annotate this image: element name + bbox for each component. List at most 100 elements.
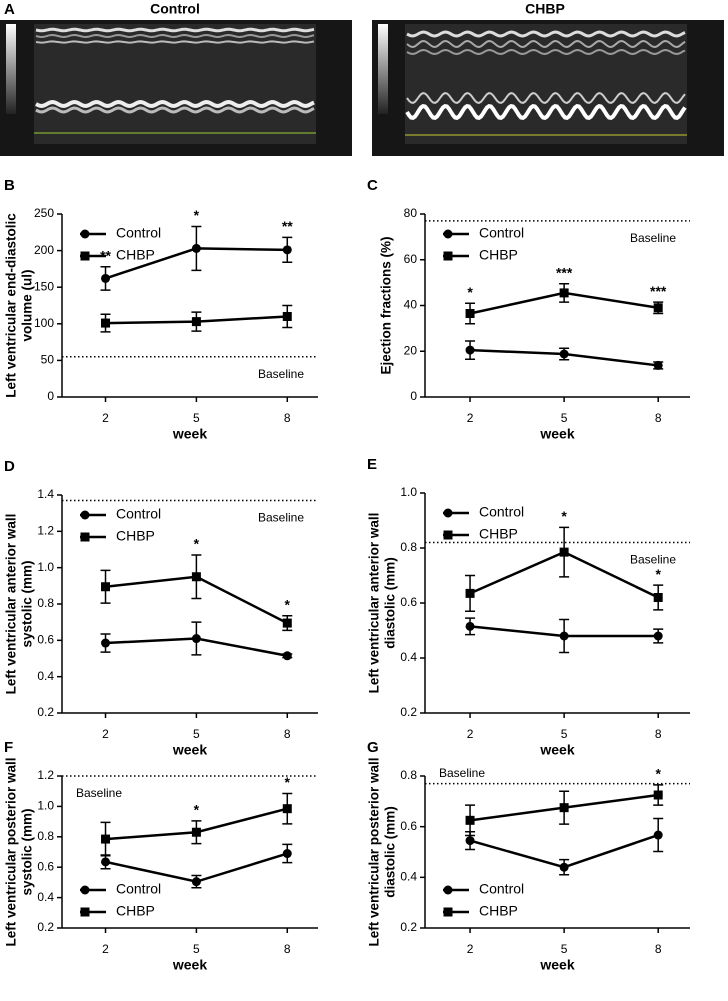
data-point xyxy=(465,621,475,631)
y-axis-label: Ejection fractions (%) xyxy=(379,236,394,374)
y-tick-label: 1.0 xyxy=(400,485,417,499)
y-axis-label: diastolic (mm) xyxy=(383,806,398,898)
data-point xyxy=(443,907,453,917)
y-tick-label: 80 xyxy=(404,206,418,220)
chart-panel: C Ejection fractions (%) 0 20 40 60 80 2 5 8 week B… xyxy=(367,177,690,442)
x-tick-label: 5 xyxy=(561,942,568,956)
x-tick-label: 5 xyxy=(561,727,568,741)
significance-label: ** xyxy=(282,218,293,234)
baseline-label: Baseline xyxy=(630,553,676,567)
data-point xyxy=(191,572,201,582)
echo-trace xyxy=(35,27,315,33)
x-tick-label: 2 xyxy=(467,411,474,425)
baseline-label: Baseline xyxy=(439,766,485,780)
panel-label: D xyxy=(4,458,15,475)
x-tick-label: 2 xyxy=(467,727,474,741)
data-point xyxy=(101,273,111,283)
legend-label: Control xyxy=(479,225,524,241)
y-tick-label: 20 xyxy=(404,343,418,357)
significance-label: * xyxy=(194,536,200,552)
data-point xyxy=(191,827,201,837)
y-tick-label: 0 xyxy=(410,389,417,403)
x-tick-label: 8 xyxy=(655,942,662,956)
x-tick-label: 5 xyxy=(193,411,200,425)
x-tick-label: 5 xyxy=(561,411,568,425)
x-axis-label: week xyxy=(172,957,207,973)
echo-image xyxy=(372,20,724,156)
data-point xyxy=(443,885,453,895)
echo-traces xyxy=(35,27,687,121)
data-point xyxy=(80,510,90,520)
echo-trace xyxy=(406,30,686,38)
significance-label: * xyxy=(194,802,200,818)
data-point xyxy=(101,857,111,867)
y-tick-label: 40 xyxy=(404,298,418,312)
y-tick-label: 0.4 xyxy=(400,870,417,884)
data-point xyxy=(653,790,663,800)
x-tick-label: 2 xyxy=(102,411,109,425)
y-tick-label: 0.8 xyxy=(37,596,54,610)
y-axis-label: Left ventricular anterior wall xyxy=(4,514,19,695)
baseline-label: Baseline xyxy=(258,367,304,381)
data-point xyxy=(191,877,201,887)
image-title: Control xyxy=(150,1,200,17)
data-point xyxy=(465,309,475,319)
echo-trace xyxy=(35,99,315,109)
y-axis-label: diastolic (mm) xyxy=(383,557,398,649)
legend-label: Control xyxy=(479,504,524,520)
data-point xyxy=(653,593,663,602)
data-point xyxy=(443,251,453,261)
echo-trace xyxy=(35,106,315,114)
data-point xyxy=(653,360,663,370)
y-axis-label: Left ventricular anterior wall xyxy=(367,513,382,694)
data-point xyxy=(80,907,90,917)
data-point xyxy=(559,631,569,641)
data-point xyxy=(80,229,90,239)
data-point xyxy=(559,288,569,298)
y-tick-label: 150 xyxy=(34,279,54,293)
y-tick-label: 200 xyxy=(34,243,54,257)
data-point xyxy=(465,836,475,846)
significance-label: * xyxy=(285,774,291,790)
y-tick-label: 0.4 xyxy=(37,669,54,683)
echo-trace xyxy=(35,33,315,39)
y-tick-label: 1.2 xyxy=(37,768,54,782)
y-axis-label: Left ventricular posterior wall xyxy=(367,757,382,946)
legend-label: Control xyxy=(479,881,524,897)
data-point xyxy=(465,815,475,825)
y-tick-label: 1.4 xyxy=(37,487,54,501)
legend-label: CHBP xyxy=(116,903,155,919)
y-axis-label: systolic (mm) xyxy=(20,560,35,647)
y-tick-label: 0.6 xyxy=(37,859,54,873)
y-tick-label: 0.8 xyxy=(400,768,417,782)
data-point xyxy=(559,349,569,359)
data-point xyxy=(653,830,663,840)
data-point xyxy=(282,804,292,814)
data-point xyxy=(101,834,111,844)
data-point xyxy=(443,530,453,540)
y-axis-label: Left ventricular end-diastolic xyxy=(4,213,19,398)
y-tick-label: 0.2 xyxy=(37,920,54,934)
y-tick-label: 0.2 xyxy=(37,705,54,719)
data-point xyxy=(465,345,475,355)
legend-label: Control xyxy=(116,506,161,522)
legend-label: CHBP xyxy=(116,247,155,263)
echo-trace xyxy=(405,103,687,121)
chart-panel: B Left ventricular end-diastolic volume (u… xyxy=(4,177,318,442)
baseline-label: Baseline xyxy=(76,786,122,800)
significance-label: * xyxy=(285,597,291,613)
echo-trace xyxy=(406,48,686,56)
legend-label: CHBP xyxy=(479,247,518,263)
x-axis-label: week xyxy=(539,742,574,758)
y-tick-label: 0.2 xyxy=(400,920,417,934)
x-tick-label: 2 xyxy=(102,942,109,956)
y-axis-label: volume (ul) xyxy=(20,269,35,341)
echo-trace xyxy=(35,40,315,44)
data-point xyxy=(443,229,453,239)
data-point xyxy=(443,508,453,518)
y-axis-label: Left ventricular posterior wall xyxy=(4,757,19,946)
data-point xyxy=(191,317,201,327)
echo-trace xyxy=(406,39,686,49)
data-point xyxy=(559,803,569,813)
